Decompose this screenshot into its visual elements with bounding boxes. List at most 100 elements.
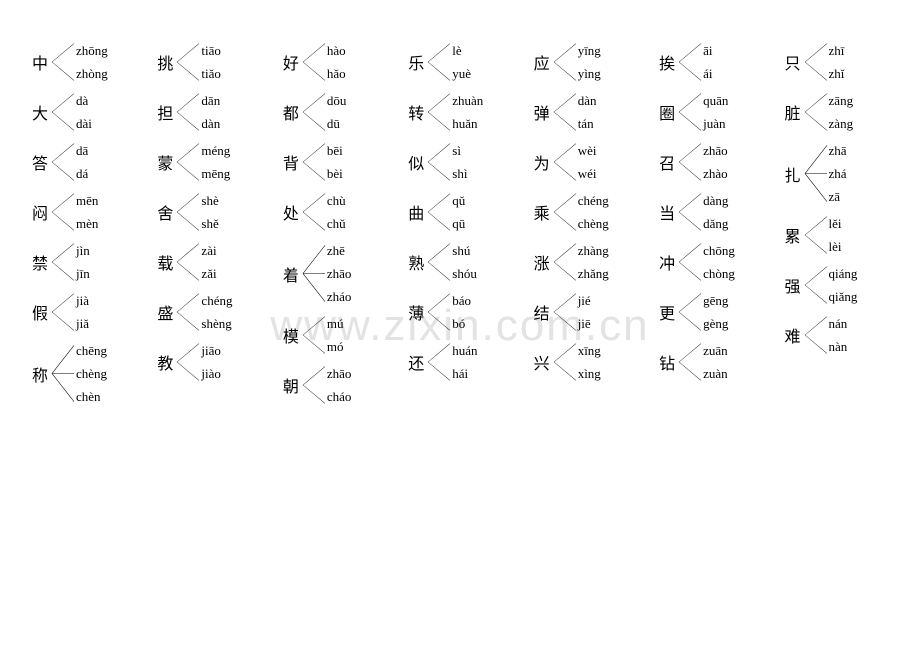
pinyin-reading: zhāo (327, 367, 352, 380)
readings-list: qiángqiǎng (829, 263, 858, 307)
hanzi-character: 盛 (155, 300, 175, 324)
pinyin-reading: lèi (829, 240, 842, 253)
pinyin-reading: méng (201, 144, 230, 157)
pinyin-reading: chèn (76, 390, 107, 403)
pinyin-reading: chéng (201, 294, 232, 307)
pinyin-reading: hào (327, 44, 346, 57)
hanzi-character: 处 (281, 200, 301, 224)
character-entry: 薄báobó (406, 290, 513, 334)
bracket-icon (301, 313, 327, 357)
bracket-icon (677, 90, 703, 134)
pinyin-reading: shú (452, 244, 477, 257)
character-entry: 钻zuānzuàn (657, 340, 764, 384)
bracket-icon (175, 340, 201, 384)
character-entry: 称chēngchèngchèn (30, 340, 137, 407)
bracket-icon (175, 140, 201, 184)
character-entry: 只 zhīzhǐ (783, 40, 890, 84)
hanzi-character: 弹 (532, 100, 552, 124)
pinyin-reading: quān (703, 94, 728, 107)
readings-list: zhōngzhòng (76, 40, 108, 84)
pinyin-reading: dàn (201, 117, 220, 130)
hanzi-character: 转 (406, 100, 426, 124)
pinyin-reading: dàn (578, 94, 597, 107)
pinyin-reading: zā (829, 190, 847, 203)
pinyin-reading: yìng (578, 67, 601, 80)
hanzi-character: 挨 (657, 50, 677, 74)
readings-list: báo bó (452, 290, 471, 334)
character-entry: 脏zāngzàng (783, 90, 890, 134)
hanzi-character: 都 (281, 100, 301, 124)
bracket-icon (803, 213, 829, 257)
pinyin-reading: bó (452, 317, 471, 330)
pinyin-reading: jiāo (201, 344, 221, 357)
pinyin-reading: zhē (327, 244, 352, 257)
character-entry: 处chùchǔ (281, 190, 388, 234)
pinyin-reading: jiào (201, 367, 221, 380)
bracket-icon (426, 240, 452, 284)
pinyin-reading: chòng (703, 267, 735, 280)
pinyin-reading: jié (578, 294, 591, 307)
hanzi-character: 答 (30, 150, 50, 174)
pinyin-reading: wèi (578, 144, 597, 157)
character-entry: 背bēibèi (281, 140, 388, 184)
character-entry: 蒙méngmēng (155, 140, 262, 184)
hanzi-character: 称 (30, 362, 50, 386)
pinyin-reading: chèng (578, 217, 609, 230)
pinyin-reading: yuè (452, 67, 471, 80)
bracket-icon (426, 340, 452, 384)
pinyin-reading: cháo (327, 390, 352, 403)
readings-list: xīngxìng (578, 340, 601, 384)
pinyin-reading: shě (201, 217, 218, 230)
readings-list: zhēzhāozháo (327, 240, 352, 307)
character-entry: 朝zhāocháo (281, 363, 388, 407)
hanzi-character: 舍 (155, 200, 175, 224)
hanzi-character: 乐 (406, 50, 426, 74)
hanzi-character: 当 (657, 200, 677, 224)
pinyin-reading: qǔ (452, 194, 465, 207)
character-grid: 中zhōngzhòng大dàdài答dādá闷mēnmèn禁jìnjīn假jià… (30, 40, 890, 407)
pinyin-reading: jīn (76, 267, 90, 280)
character-entry: 涨zhàngzhǎng (532, 240, 639, 284)
hanzi-character: 担 (155, 100, 175, 124)
readings-list: jiàjiǎ (76, 290, 89, 334)
readings-list: múmó (327, 313, 344, 357)
hanzi-character: 只 (783, 50, 803, 74)
character-entry: 挑tiāotiǎo (155, 40, 262, 84)
bracket-icon (426, 90, 452, 134)
bracket-icon (677, 240, 703, 284)
pinyin-reading: lěi (829, 217, 842, 230)
character-entry: 教jiāojiào (155, 340, 262, 384)
bracket-icon (175, 90, 201, 134)
pinyin-reading: gèng (703, 317, 728, 330)
column: 挑tiāotiǎo担dāndàn蒙méngmēng舍shèshě载zàizǎi盛… (155, 40, 262, 407)
pinyin-reading: tiāo (201, 44, 221, 57)
hanzi-character: 召 (657, 150, 677, 174)
pinyin-reading: dá (76, 167, 88, 180)
readings-list: zhīzhǐ (829, 40, 845, 84)
character-entry: 圈quānjuàn (657, 90, 764, 134)
bracket-icon (552, 340, 578, 384)
pinyin-reading: nàn (829, 340, 848, 353)
pinyin-reading: zhī (829, 44, 845, 57)
bracket-icon (426, 190, 452, 234)
character-entry: 都dōudū (281, 90, 388, 134)
pinyin-reading: mèn (76, 217, 98, 230)
hanzi-character: 乘 (532, 200, 552, 224)
character-entry: 闷mēnmèn (30, 190, 137, 234)
character-entry: 担dāndàn (155, 90, 262, 134)
bracket-icon (677, 190, 703, 234)
pinyin-reading: báo (452, 294, 471, 307)
pinyin-reading: huán (452, 344, 477, 357)
character-entry: 熟shúshóu (406, 240, 513, 284)
bracket-icon (175, 240, 201, 284)
bracket-icon (552, 90, 578, 134)
bracket-icon (552, 140, 578, 184)
readings-list: gēnggèng (703, 290, 728, 334)
character-entry: 答 dā dá (30, 140, 137, 184)
pinyin-reading: dǎng (703, 217, 728, 230)
readings-list: zuānzuàn (703, 340, 728, 384)
pinyin-reading: dā (76, 144, 88, 157)
pinyin-reading: chèng (76, 367, 107, 380)
hanzi-character: 中 (30, 50, 50, 74)
readings-list: sìshì (452, 140, 467, 184)
